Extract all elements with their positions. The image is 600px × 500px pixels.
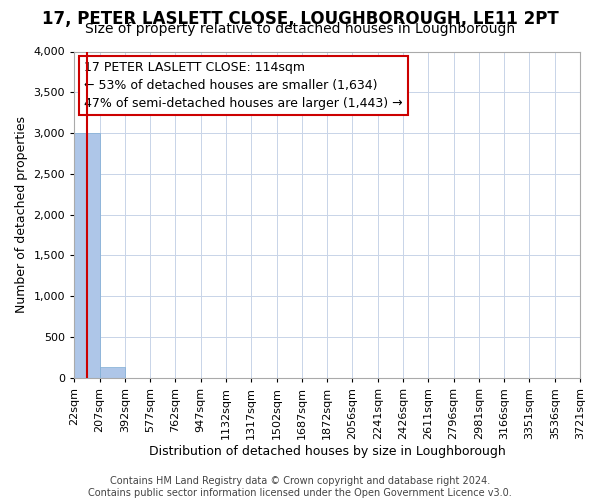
Bar xyxy=(74,133,100,378)
Bar xyxy=(100,367,125,378)
Y-axis label: Number of detached properties: Number of detached properties xyxy=(15,116,28,313)
Text: 17, PETER LASLETT CLOSE, LOUGHBOROUGH, LE11 2PT: 17, PETER LASLETT CLOSE, LOUGHBOROUGH, L… xyxy=(41,10,559,28)
Text: Contains HM Land Registry data © Crown copyright and database right 2024.
Contai: Contains HM Land Registry data © Crown c… xyxy=(88,476,512,498)
Text: 17 PETER LASLETT CLOSE: 114sqm
← 53% of detached houses are smaller (1,634)
47% : 17 PETER LASLETT CLOSE: 114sqm ← 53% of … xyxy=(85,62,403,110)
Text: Size of property relative to detached houses in Loughborough: Size of property relative to detached ho… xyxy=(85,22,515,36)
X-axis label: Distribution of detached houses by size in Loughborough: Distribution of detached houses by size … xyxy=(149,444,505,458)
